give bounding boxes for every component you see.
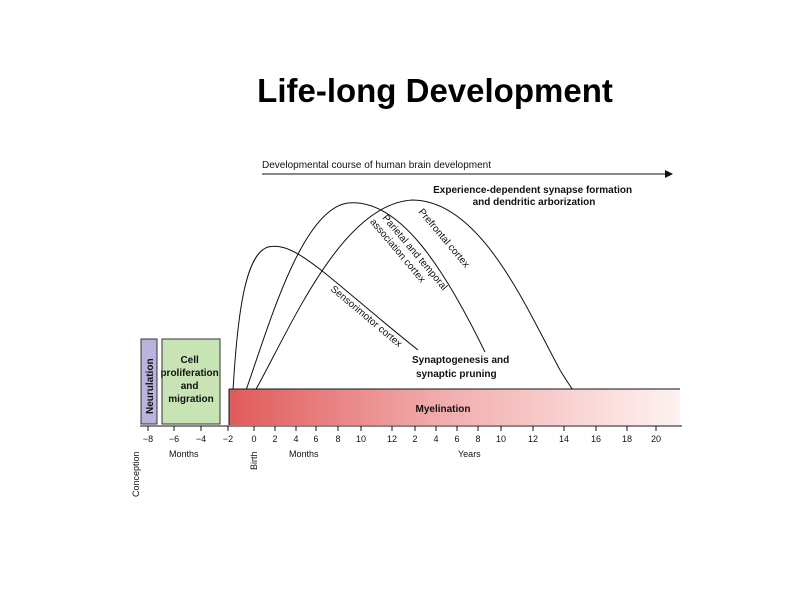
parietal-temporal-curve	[234, 202, 486, 421]
tick-marks	[147, 426, 657, 431]
axis-tick-label: 2	[272, 434, 277, 444]
axis-tick-label: −8	[143, 434, 153, 444]
axis-tick-label: 16	[591, 434, 601, 444]
experience-label: Experience-dependent synapse formation a…	[433, 185, 635, 208]
postnatal-months-label: Months	[289, 449, 319, 459]
axis-tick-label: 8	[335, 434, 340, 444]
axis-tick-label: 14	[559, 434, 569, 444]
axis-tick-label: 20	[651, 434, 661, 444]
axis-tick-label: −6	[169, 434, 179, 444]
axis-tick-label: 6	[313, 434, 318, 444]
axis-tick-label: 8	[475, 434, 480, 444]
cell-proliferation-box	[161, 338, 221, 425]
myelination-label: Myelination	[415, 404, 470, 415]
synaptogenesis-label: Synaptogenesis and synaptic pruning	[412, 355, 512, 380]
myelination-bar	[229, 389, 680, 425]
axis-tick-label: 18	[622, 434, 632, 444]
axis-tick-label: 10	[496, 434, 506, 444]
conception-label: Conception	[131, 451, 141, 497]
axis-tick-label: 6	[454, 434, 459, 444]
axis-tick-label: 10	[356, 434, 366, 444]
sensorimotor-label: Sensorimotor cortex	[328, 284, 404, 350]
axis-tick-label: 12	[387, 434, 397, 444]
axis-tick-label: 2	[412, 434, 417, 444]
axis-tick-label: 12	[528, 434, 538, 444]
years-label: Years	[458, 449, 481, 459]
axis-tick-label: −2	[223, 434, 233, 444]
axis-tick-label: 4	[433, 434, 438, 444]
birth-label: Birth	[249, 451, 259, 470]
tick-labels: −8 −6 −4 −2 0 2 4 6 8 10 12 2 4 6 8 10 12 14 16 18 20	[143, 434, 661, 444]
neurulation-label: Neurulation	[145, 358, 156, 414]
slide-title: Life-long Development	[257, 72, 613, 109]
prefrontal-curve	[237, 199, 601, 419]
prenatal-months-label: Months	[169, 449, 199, 459]
cell-proliferation-label: Cell proliferation and migration	[160, 355, 221, 405]
axis-tick-label: 0	[251, 434, 256, 444]
neurulation-box	[140, 338, 158, 425]
development-course-label: Developmental course of human brain deve…	[262, 160, 491, 171]
axis-tick-label: −4	[196, 434, 206, 444]
axis-tick-label: 4	[293, 434, 298, 444]
sensorimotor-curve	[230, 245, 419, 426]
